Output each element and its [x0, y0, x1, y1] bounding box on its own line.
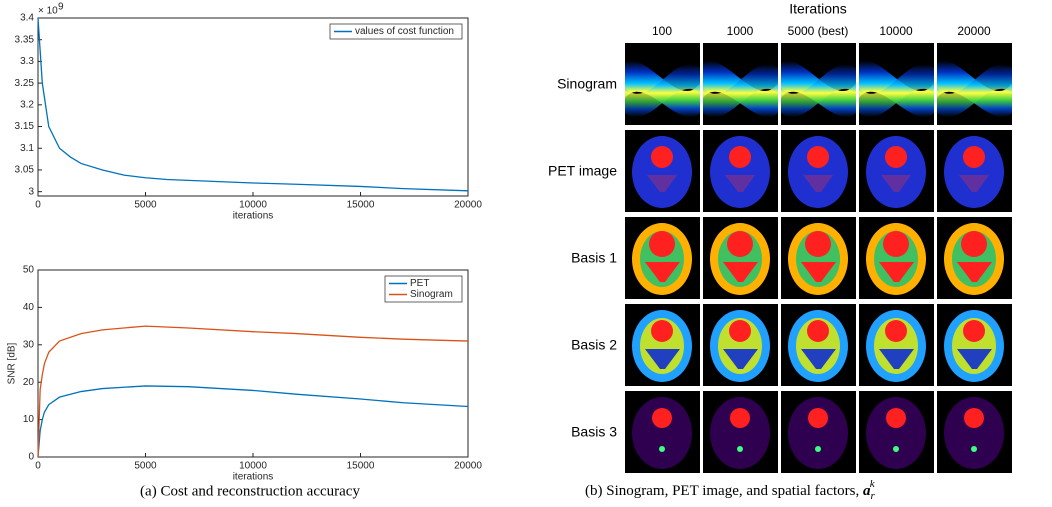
- image-cell: [937, 130, 1012, 212]
- y-tick-label: 50: [23, 265, 35, 276]
- data-line: [37, 17, 469, 192]
- x-tick-label: 20000: [454, 461, 482, 472]
- image-cell: [781, 43, 856, 125]
- data-line: [37, 385, 469, 458]
- y-multiplier: × 10: [38, 6, 58, 17]
- image-cell: [781, 391, 856, 473]
- y-multiplier-exp: 9: [58, 2, 64, 13]
- x-tick-label: 15000: [347, 200, 375, 211]
- row-label: Basis 2: [571, 337, 617, 353]
- y-tick-label: 10: [23, 414, 35, 425]
- image-cell: [703, 217, 778, 299]
- image-cell: [703, 304, 778, 386]
- x-tick-label: 10000: [239, 200, 267, 211]
- row-label: Basis 1: [571, 250, 617, 266]
- x-tick-label: 10000: [239, 461, 267, 472]
- y-tick-label: 3.4: [20, 13, 34, 24]
- image-cell: [781, 217, 856, 299]
- image-cell: [781, 304, 856, 386]
- row-label: Basis 3: [571, 424, 617, 440]
- image-cell: [625, 304, 700, 386]
- x-axis-label: iterations: [233, 472, 274, 483]
- image-cell: [937, 217, 1012, 299]
- caption-b-text: (b) Sinogram, PET image, and spatial fac…: [585, 483, 863, 499]
- image-grid: [625, 43, 1012, 473]
- y-tick-label: 3.1: [20, 143, 34, 154]
- column-label: 5000 (best): [788, 24, 849, 38]
- image-cell: [859, 391, 934, 473]
- image-cell: [859, 304, 934, 386]
- image-cell: [625, 391, 700, 473]
- y-tick-label: 3: [28, 186, 34, 197]
- y-tick-label: 3.35: [15, 34, 35, 45]
- legend-label: Sinogram: [410, 289, 453, 300]
- image-cell: [859, 130, 934, 212]
- row-label: Sinogram: [557, 76, 617, 92]
- y-tick-label: 30: [23, 339, 35, 350]
- y-axis-label: SNR [dB]: [7, 342, 18, 384]
- x-tick-label: 0: [35, 461, 41, 472]
- y-tick-label: 3.15: [15, 121, 35, 132]
- caption-a: (a) Cost and reconstruction accuracy: [140, 483, 360, 499]
- x-tick-label: 20000: [454, 200, 482, 211]
- image-cell: [859, 43, 934, 125]
- y-tick-label: 0: [28, 452, 34, 463]
- caption-b-sup: k: [870, 478, 876, 490]
- caption-b: (b) Sinogram, PET image, and spatial fac…: [585, 478, 876, 502]
- y-tick-label: 3.2: [20, 99, 34, 110]
- image-cell: [703, 391, 778, 473]
- column-label: 20000: [957, 24, 991, 38]
- y-tick-label: 40: [23, 302, 35, 313]
- image-cell: [781, 130, 856, 212]
- image-cell: [625, 43, 700, 125]
- x-tick-label: 5000: [134, 200, 157, 211]
- legend-label: values of cost function: [355, 26, 454, 37]
- image-cell: [625, 130, 700, 212]
- column-label: 1000: [727, 24, 754, 38]
- image-cell: [703, 130, 778, 212]
- y-tick-label: 3.3: [20, 56, 34, 67]
- column-label: 10000: [879, 24, 913, 38]
- y-tick-label: 3.05: [15, 165, 35, 176]
- image-cell: [625, 217, 700, 299]
- x-tick-label: 5000: [134, 461, 157, 472]
- legend-box: [329, 23, 463, 40]
- image-cell: [703, 43, 778, 125]
- image-cell: [937, 391, 1012, 473]
- y-tick-label: 3.25: [15, 78, 35, 89]
- data-line: [37, 325, 469, 458]
- x-tick-label: 15000: [347, 461, 375, 472]
- image-cell: [937, 43, 1012, 125]
- legend-box: [384, 275, 463, 303]
- caption-b-sub: r: [871, 490, 876, 502]
- image-cell: [937, 304, 1012, 386]
- row-label: PET image: [548, 163, 617, 179]
- column-label: 100: [652, 24, 672, 38]
- image-cell: [859, 217, 934, 299]
- legend-label: PET: [410, 278, 429, 289]
- caption-b-math: a: [863, 483, 871, 499]
- y-tick-label: 20: [23, 377, 35, 388]
- x-axis-label: iterations: [233, 211, 274, 222]
- x-tick-label: 0: [35, 200, 41, 211]
- grid-title: Iterations: [789, 1, 847, 17]
